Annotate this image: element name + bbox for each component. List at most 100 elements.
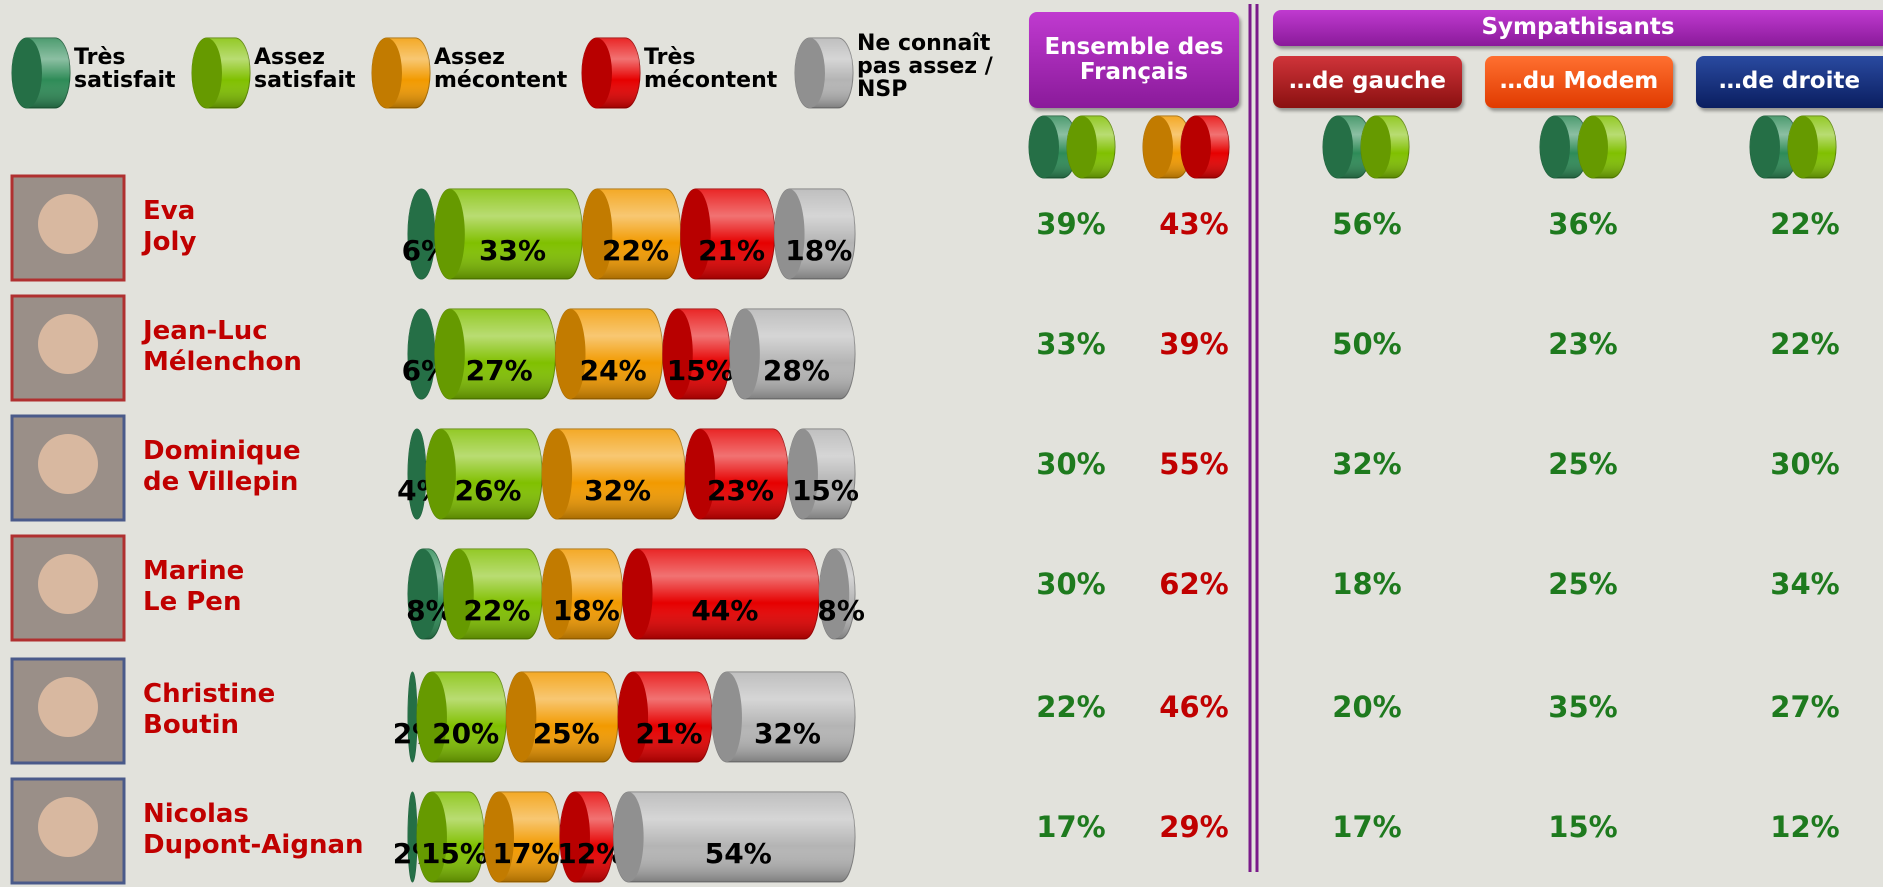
value-label: 28% bbox=[763, 354, 830, 387]
cylinder-shine bbox=[434, 189, 583, 279]
table-value: 20% bbox=[1332, 690, 1401, 724]
cylinder-cap bbox=[483, 792, 514, 882]
table-value: 35% bbox=[1548, 690, 1617, 724]
cylinder-cap bbox=[408, 672, 417, 762]
cylinder-cap bbox=[408, 309, 435, 399]
table-value: 30% bbox=[1036, 567, 1105, 601]
cylinder-cap bbox=[542, 549, 573, 639]
legend-label: Très satisfait bbox=[74, 45, 176, 94]
table-value: 22% bbox=[1770, 207, 1839, 241]
cylinder-cap bbox=[711, 672, 742, 762]
value-label: 15% bbox=[792, 474, 859, 507]
value-label: 23% bbox=[707, 474, 774, 507]
cylinder-cap bbox=[774, 189, 805, 279]
cylinder-cap bbox=[613, 792, 644, 882]
cylinder-cap bbox=[1029, 116, 1059, 178]
value-label: 22% bbox=[602, 234, 669, 267]
table-value: 27% bbox=[1770, 690, 1839, 724]
table-value: 18% bbox=[1332, 567, 1401, 601]
cylinder-cap bbox=[372, 38, 402, 108]
candidate-name: Dominique de Villepin bbox=[143, 436, 301, 498]
table-value: 43% bbox=[1159, 207, 1228, 241]
table-value: 50% bbox=[1332, 327, 1401, 361]
cylinder-cap bbox=[729, 309, 760, 399]
value-label: 18% bbox=[785, 234, 852, 267]
table-value: 34% bbox=[1770, 567, 1839, 601]
cylinder-shine bbox=[434, 309, 556, 399]
cylinder-cap bbox=[582, 38, 612, 108]
cylinder-cap bbox=[1578, 116, 1608, 178]
table-value: 39% bbox=[1159, 327, 1228, 361]
cylinder-cap bbox=[408, 429, 426, 519]
table-value: 29% bbox=[1159, 810, 1228, 844]
cylinder-cap bbox=[425, 429, 456, 519]
candidate-name: Nicolas Dupont-Aignan bbox=[143, 799, 364, 861]
value-label: 32% bbox=[584, 474, 651, 507]
cylinder-cap bbox=[662, 309, 693, 399]
cylinder-cap bbox=[408, 549, 438, 639]
legend-label: Très mécontent bbox=[644, 45, 778, 94]
table-value: 15% bbox=[1548, 810, 1617, 844]
table-value: 25% bbox=[1548, 567, 1617, 601]
cylinder-cap bbox=[192, 38, 222, 108]
value-label: 24% bbox=[580, 354, 647, 387]
value-label: 22% bbox=[463, 594, 530, 627]
legend-label: Assez satisfait bbox=[254, 45, 356, 94]
cylinder-cap bbox=[542, 429, 573, 519]
cylinder-cap bbox=[787, 429, 818, 519]
value-label: 8% bbox=[817, 594, 865, 627]
table-value: 30% bbox=[1036, 447, 1105, 481]
header-sympathisants: Sympathisants bbox=[1273, 10, 1883, 46]
cylinder-cap bbox=[1361, 116, 1391, 178]
candidate-name: Eva Joly bbox=[143, 196, 197, 258]
table-value: 12% bbox=[1770, 810, 1839, 844]
cylinder-cap bbox=[1540, 116, 1570, 178]
header-gauche: …de gauche bbox=[1273, 56, 1462, 108]
cylinder-cap bbox=[408, 792, 417, 882]
cylinder-shine bbox=[729, 309, 855, 399]
value-label: 27% bbox=[466, 354, 533, 387]
table-value: 46% bbox=[1159, 690, 1228, 724]
value-label: 20% bbox=[432, 717, 499, 750]
table-value: 62% bbox=[1159, 567, 1228, 601]
table-value: 23% bbox=[1548, 327, 1617, 361]
value-label: 15% bbox=[667, 354, 734, 387]
table-value: 33% bbox=[1036, 327, 1105, 361]
table-value: 30% bbox=[1770, 447, 1839, 481]
table-value: 36% bbox=[1548, 207, 1617, 241]
table-value: 32% bbox=[1332, 447, 1401, 481]
cylinder-shine bbox=[542, 429, 686, 519]
cylinder-cap bbox=[685, 429, 716, 519]
legend-label: Ne connaît pas assez / NSP bbox=[857, 31, 993, 103]
cylinder-cap bbox=[12, 38, 42, 108]
cylinder-cap bbox=[559, 792, 590, 882]
cylinder-cap bbox=[555, 309, 586, 399]
value-label: 26% bbox=[454, 474, 521, 507]
value-label: 17% bbox=[492, 837, 559, 870]
cylinder-cap bbox=[622, 549, 653, 639]
value-label: 32% bbox=[754, 717, 821, 750]
value-label: 15% bbox=[421, 837, 488, 870]
cylinder-shine bbox=[425, 429, 543, 519]
header-ensemble: Ensemble des Français bbox=[1029, 12, 1239, 108]
cylinder-cap bbox=[582, 189, 613, 279]
cylinder-cap bbox=[1750, 116, 1780, 178]
candidate-name: Christine Boutin bbox=[143, 679, 276, 741]
value-label: 18% bbox=[553, 594, 620, 627]
cylinder-cap bbox=[408, 189, 435, 279]
table-value: 17% bbox=[1332, 810, 1401, 844]
cylinder-cap bbox=[443, 549, 474, 639]
value-label: 12% bbox=[557, 837, 624, 870]
cylinder-shine bbox=[622, 549, 820, 639]
photo-face bbox=[38, 797, 98, 857]
table-value: 25% bbox=[1548, 447, 1617, 481]
header-droite: …de droite bbox=[1696, 56, 1883, 108]
table-value: 39% bbox=[1036, 207, 1105, 241]
cylinder-shine bbox=[711, 672, 855, 762]
header-modem: …du Modem bbox=[1485, 56, 1673, 108]
cylinder-cap bbox=[795, 38, 825, 108]
table-value: 55% bbox=[1159, 447, 1228, 481]
cylinder-cap bbox=[434, 309, 465, 399]
cylinder-cap bbox=[1323, 116, 1353, 178]
